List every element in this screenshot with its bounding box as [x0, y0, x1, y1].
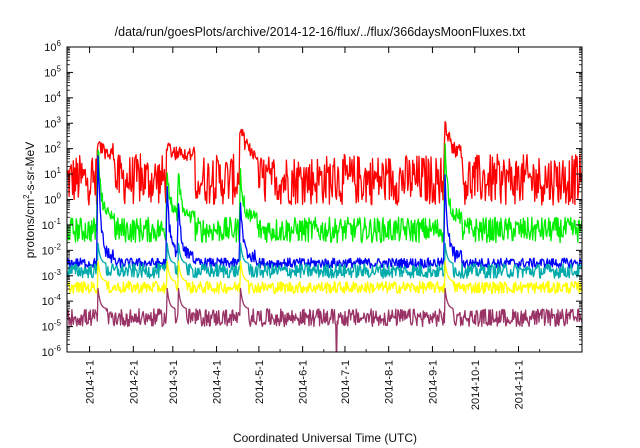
y-tick-label: 104	[44, 90, 61, 105]
y-tick-base: 10	[42, 271, 54, 283]
y-axis-label: protons/cm2-s-sr-MeV	[22, 142, 37, 258]
y-tick-base: 10	[42, 347, 54, 359]
x-tick-label: 2014-7-1	[340, 360, 352, 404]
y-tick-exponent: -3	[54, 268, 62, 277]
x-tick-label: 2014-6-1	[298, 360, 310, 404]
y-tick-base: 10	[44, 169, 56, 181]
x-tick-label: 2014-2-1	[128, 360, 140, 404]
y-axis-label-base: protons/cm	[23, 199, 37, 258]
x-tick-label: 2014-1-1	[85, 360, 97, 404]
y-axis-label-sup: 2	[22, 194, 31, 199]
x-tick-label: 2014-10-1	[470, 360, 482, 410]
y-tick-base: 10	[44, 42, 56, 54]
y-tick-label: 103	[44, 115, 61, 130]
series-line-5	[67, 287, 582, 352]
y-tick-label: 10-3	[42, 268, 62, 283]
y-tick-label: 10-5	[42, 319, 62, 334]
y-tick-exponent: -5	[54, 319, 62, 328]
y-tick-exponent: 6	[57, 39, 62, 48]
y-tick-label: 10-4	[42, 293, 62, 308]
y-tick-exponent: 4	[57, 90, 62, 99]
y-tick-base: 10	[44, 67, 56, 79]
x-tick-label: 2014-8-1	[384, 360, 396, 404]
y-tick-exponent: -6	[54, 344, 62, 353]
y-tick-label: 101	[44, 166, 61, 181]
x-axis-label: Coordinated Universal Time (UTC)	[233, 431, 417, 445]
x-tick-label: 2014-9-1	[427, 360, 439, 404]
series-layer	[67, 120, 582, 352]
y-tick-label: 10-6	[42, 344, 62, 359]
y-tick-base: 10	[44, 118, 56, 130]
y-tick-base: 10	[44, 195, 56, 207]
y-tick-base: 10	[42, 245, 54, 257]
x-tick-label: 2014-4-1	[212, 360, 224, 404]
y-tick-exponent: -2	[54, 242, 62, 251]
y-tick-label: 10-2	[42, 242, 62, 257]
y-tick-base: 10	[42, 296, 54, 308]
y-tick-base: 10	[44, 144, 56, 156]
y-tick-exponent: -1	[54, 217, 62, 226]
y-tick-exponent: 1	[57, 166, 62, 175]
axes-layer: 10-610-510-410-310-210-11001011021031041…	[42, 39, 583, 410]
y-tick-exponent: 3	[57, 115, 62, 124]
y-axis-label-rest: -s-sr-MeV	[23, 142, 37, 195]
y-tick-exponent: -4	[54, 293, 62, 302]
x-tick-label: 2014-3-1	[168, 360, 180, 404]
y-tick-base: 10	[44, 93, 56, 105]
series-line-1	[67, 142, 582, 244]
y-tick-exponent: 2	[57, 141, 62, 150]
y-tick-exponent: 5	[57, 64, 62, 73]
series-line-0	[67, 120, 582, 206]
y-tick-label: 105	[44, 64, 61, 79]
series-line-4	[67, 260, 582, 295]
y-tick-label: 102	[44, 141, 61, 156]
y-tick-exponent: 0	[57, 192, 62, 201]
plot-frame	[66, 46, 583, 353]
x-tick-label: 2014-11-1	[514, 360, 526, 409]
x-tick-label: 2014-5-1	[254, 360, 266, 404]
y-tick-label: 100	[44, 192, 61, 207]
y-tick-base: 10	[42, 322, 54, 334]
y-tick-label: 10-1	[42, 217, 62, 232]
series-line-3	[67, 242, 582, 279]
chart-title: /data/run/goesPlots/archive/2014-12-16/f…	[115, 25, 526, 39]
y-tick-label: 106	[44, 39, 61, 54]
y-tick-base: 10	[42, 220, 54, 232]
